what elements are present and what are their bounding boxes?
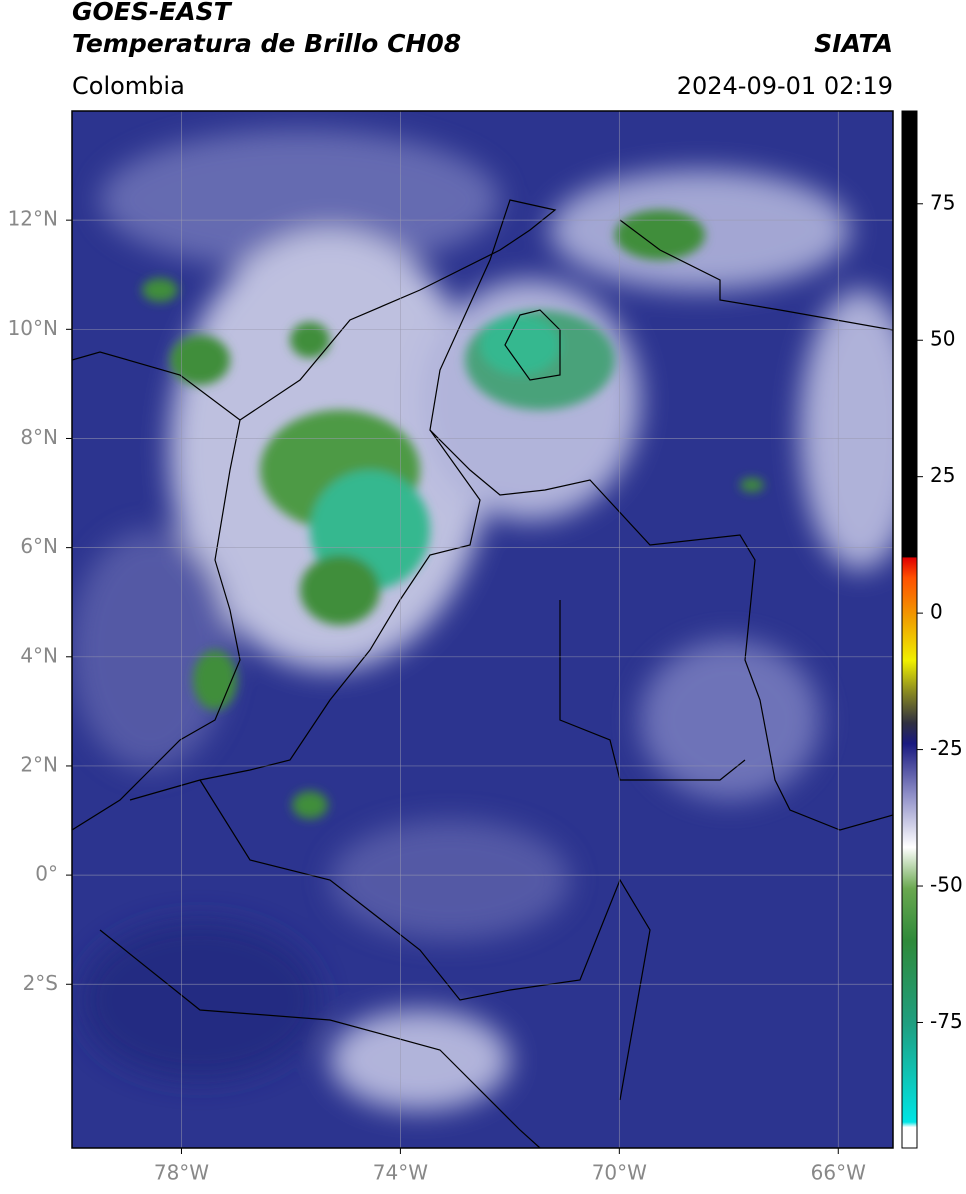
x-tick-label: 74°W — [373, 1161, 428, 1185]
datetime: 2024-09-01 02:19 — [677, 72, 893, 100]
title: GOES-EAST — [72, 0, 233, 26]
map-frame — [71, 110, 894, 1149]
colorbar-label: -25 — [930, 736, 963, 760]
y-tick-label: 6°N — [20, 534, 58, 558]
y-tick-label: 8°N — [20, 425, 58, 449]
colorbar-label: -75 — [930, 1009, 963, 1033]
x-tick-label: 70°W — [592, 1161, 647, 1185]
colorbar-label: 50 — [930, 327, 955, 351]
y-tick-label: 2°S — [23, 971, 58, 995]
subtitle: Temperatura de Brillo CH08 — [72, 29, 461, 58]
satellite-image — [72, 111, 893, 1148]
y-tick-label: 2°N — [20, 752, 58, 776]
colorbar-label: 25 — [930, 463, 955, 487]
grid — [72, 111, 893, 1148]
source: SIATA — [814, 29, 893, 58]
x-tick-label: 78°W — [154, 1161, 209, 1185]
y-tick-label: 0° — [35, 862, 58, 886]
x-tick-label: 66°W — [811, 1161, 866, 1185]
region: Colombia — [72, 72, 185, 100]
borders — [72, 199, 893, 1148]
colorbar-label: 75 — [930, 190, 955, 214]
y-tick-label: 4°N — [20, 643, 58, 667]
colorbar — [901, 110, 918, 1149]
y-tick-label: 12°N — [8, 207, 58, 231]
colorbar-label: -50 — [930, 873, 963, 897]
colorbar-label: 0 — [930, 600, 943, 624]
y-tick-label: 10°N — [8, 316, 58, 340]
